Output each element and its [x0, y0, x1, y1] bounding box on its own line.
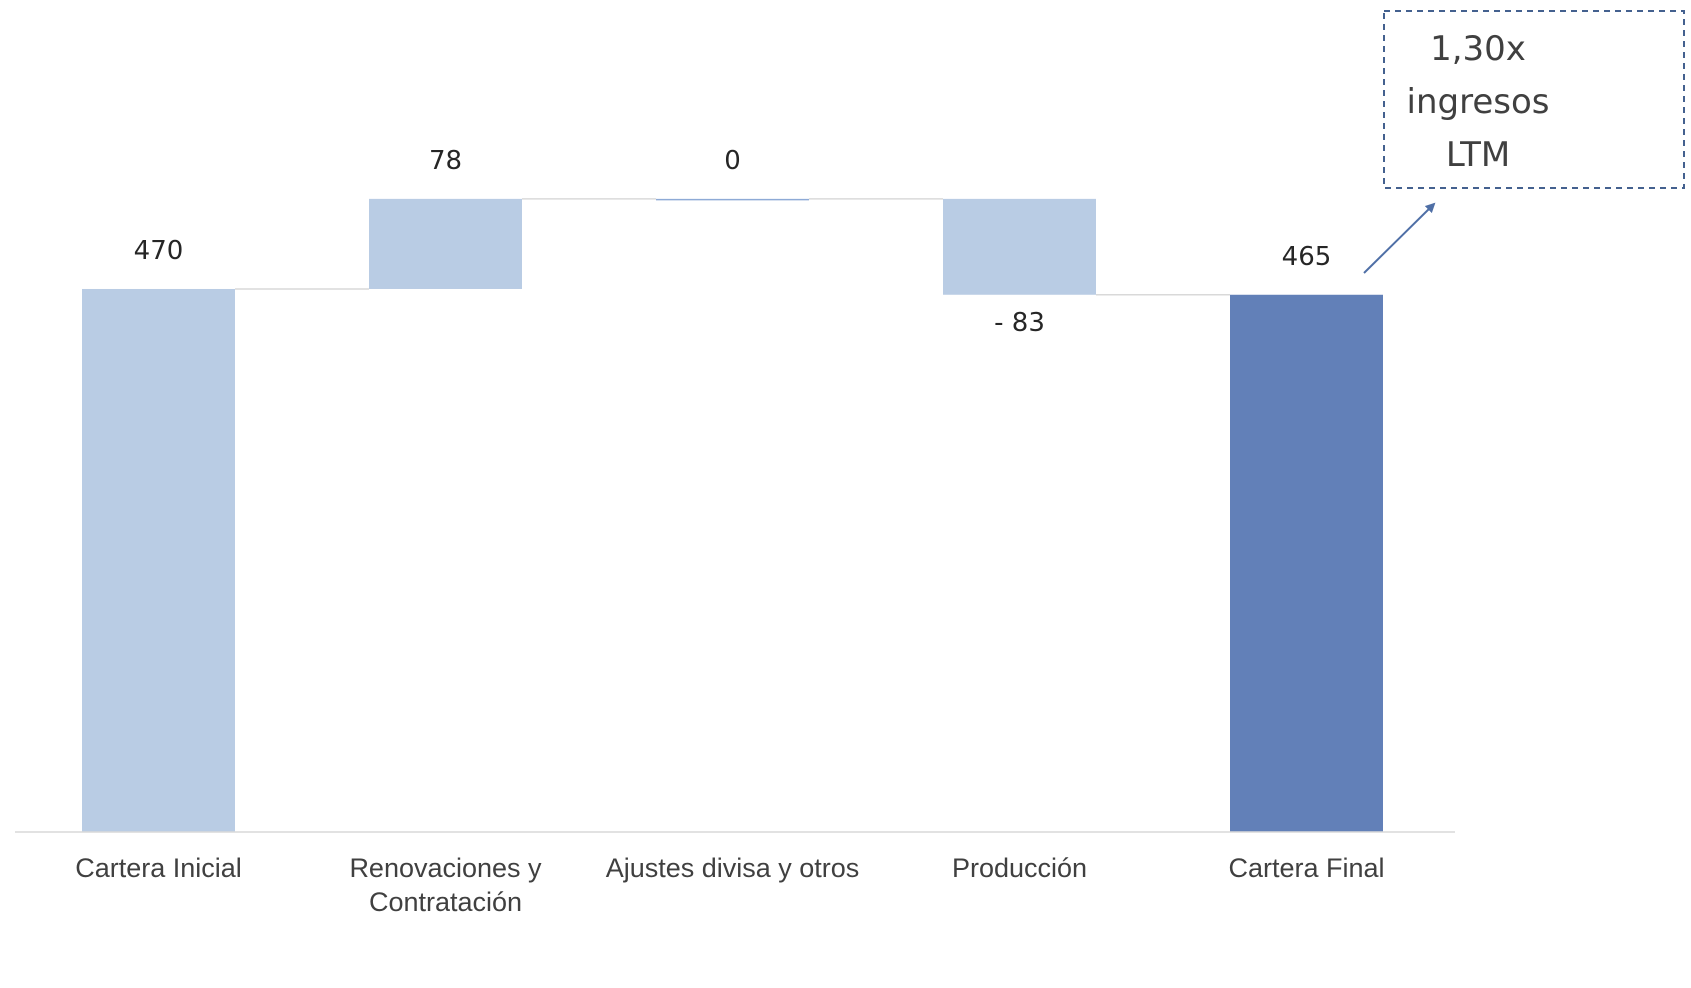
category-label-1: Renovaciones y Contratación — [349, 853, 542, 917]
callout-box — [1383, 10, 1685, 189]
bars-group — [82, 198, 1383, 833]
connector-lines — [235, 198, 1230, 296]
bar-2 — [656, 198, 809, 201]
value-labels-group: 470 78 0 - 83 465 — [134, 146, 1332, 338]
category-label-0: Cartera Inicial — [75, 853, 242, 883]
callout-text-line-0: 1,30x — [1430, 29, 1526, 69]
value-label-4: 465 — [1282, 242, 1332, 272]
value-label-0: 470 — [134, 236, 184, 266]
category-labels-group: Cartera Inicial Renovaciones y Contratació… — [75, 853, 1384, 917]
bar-3 — [943, 198, 1096, 295]
value-label-2: 0 — [724, 146, 741, 176]
category-label-2: Ajustes divisa y otros — [606, 853, 860, 883]
callout-arrow — [1363, 202, 1436, 274]
value-label-1: 78 — [429, 146, 462, 176]
callout-annotation: 1,30x ingresos LTM — [1363, 10, 1685, 274]
bar-1 — [369, 198, 522, 289]
category-label-4: Cartera Final — [1228, 853, 1384, 883]
callout-text-line-2: LTM — [1446, 135, 1510, 175]
bar-0 — [82, 288, 235, 832]
bar-4 — [1230, 294, 1383, 833]
callout-text-line-1: ingresos — [1407, 82, 1550, 122]
value-label-3: - 83 — [994, 308, 1045, 338]
category-label-3: Producción — [952, 853, 1087, 883]
